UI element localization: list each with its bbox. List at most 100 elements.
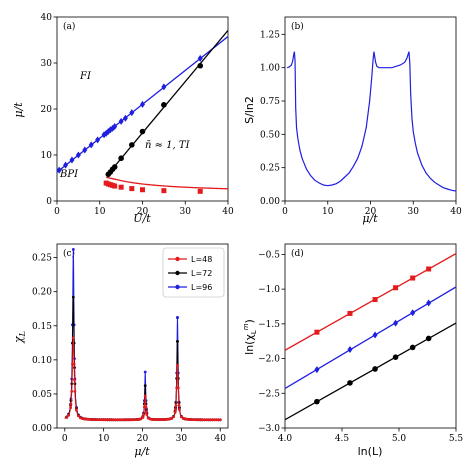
panel-a-series-red-line <box>106 176 228 190</box>
panel-c-series-L=48-point <box>144 410 148 414</box>
panel-b-xtick-label: 40 <box>450 207 462 217</box>
panel-d-ylabel: ln(χLm) <box>242 319 258 355</box>
panel-a-series-blue-point <box>140 100 145 108</box>
panel-a-xtick-label: 0 <box>54 207 60 217</box>
panel-a-series-blue-point <box>88 141 94 149</box>
panel-c-series-L=48-point <box>172 415 175 419</box>
panel-d-xtick-label: 4.0 <box>278 434 293 444</box>
panel-a-series-blue-point <box>110 124 116 132</box>
panel-c-plot-area <box>64 248 222 422</box>
panel-c-series-L=48-point <box>73 378 76 382</box>
panel-a-series-black-point <box>129 142 135 148</box>
panel-c-ytick-label: 0.00 <box>32 424 52 434</box>
panel-c-series-L=48-point <box>100 418 104 422</box>
panel-a-series-black-point <box>139 128 146 135</box>
panel-c-series-L=48-point <box>158 418 162 421</box>
panel-c-series-L=48-point <box>174 404 178 407</box>
panel-a-series-blue-point <box>112 122 118 130</box>
panel-c-series-L=48-point <box>76 414 80 418</box>
panel-c-series-L=48-point <box>156 418 160 421</box>
panel-c-series-L=48-point <box>201 418 205 422</box>
panel-c-series-L=48-point <box>104 418 107 422</box>
legend-label-L=48: L=48 <box>191 255 212 264</box>
panel-c-series-L=48-point <box>108 418 111 422</box>
panel-c-series-L=48-point <box>94 418 98 422</box>
panel-c-series-L=48-point <box>170 417 174 420</box>
panel-b-ytick-label: 0.25 <box>260 164 280 174</box>
panel-c-series-L=48-point <box>174 408 177 412</box>
annotation-bpi: BPI <box>59 169 79 180</box>
panel-a-series-red-point <box>161 188 167 194</box>
panel-d-series-red-point <box>410 275 416 281</box>
panel-b-xtick-label: 0 <box>282 207 288 217</box>
panel-a-series-black-line <box>106 29 228 176</box>
panel-a-ytick-label: 10 <box>41 151 53 161</box>
panel-c-series-L=48-point <box>173 410 177 414</box>
panel-d-series-red-point <box>426 266 432 272</box>
panel-a-series-red-point <box>140 187 145 193</box>
panel-c-series-L=48-point <box>143 394 147 398</box>
panel-c-series-L=48-point <box>70 389 74 393</box>
panel-c-series-L=48-point <box>117 418 121 422</box>
panel-c-series-L=48-point <box>71 336 75 340</box>
panel-c-series-L=48-line <box>64 337 221 421</box>
panel-d-series-blue-point <box>410 309 416 317</box>
panel-a-xtick-label: 30 <box>180 207 192 217</box>
panel-c-label: (c) <box>63 248 75 259</box>
panel-c-series-L=48-point <box>110 418 113 422</box>
panel-a-series-blue-point <box>95 136 101 144</box>
panel-c-series-L=72-point <box>71 295 75 299</box>
panel-c-series-L=48-point <box>119 418 123 422</box>
panel-c-series-L=48-point <box>154 418 158 421</box>
panel-b-ytick-label: 0.00 <box>260 197 280 207</box>
panel-c-series-L=48-point <box>214 418 218 422</box>
panel-c-series-L=48-point <box>144 405 148 409</box>
panel-d-series-blue-point <box>426 299 432 307</box>
panel-c-series-L=96-point <box>143 370 147 374</box>
panel-a-xtick-label: 10 <box>94 207 106 217</box>
panel-a-series-blue-point <box>57 166 62 174</box>
legend-label-L=72: L=72 <box>191 269 212 278</box>
panel-a-series-blue-point <box>69 156 75 164</box>
legend-marker-L=48 <box>175 256 180 262</box>
panel-c-ytick-label: 0.10 <box>32 356 52 366</box>
panel-c-series-L=48-point <box>216 418 220 422</box>
panel-a-series-blue-point <box>129 109 135 117</box>
panel-c-series-L=48-point <box>72 362 76 366</box>
panel-c-series-L=48-point <box>176 363 179 367</box>
panel-c-series-L=48-point <box>102 418 106 422</box>
panel-d-series-black-point <box>392 354 399 360</box>
panel-d-ytick-label: −0.5 <box>258 250 280 260</box>
panel-c-series-L=48-point <box>129 418 133 422</box>
panel-c-series-L=96-point <box>176 316 179 319</box>
panel-d-series-black-point <box>409 344 416 351</box>
panel-d-series-blue-point <box>372 331 378 339</box>
panel-c-series-L=48-point <box>125 418 129 422</box>
panel-b-ytick-label: 1.25 <box>260 30 280 40</box>
panel-c-series-L=48-point <box>160 418 164 421</box>
panel-d-series-black-point <box>372 366 378 372</box>
panel-d-series-red-point <box>347 310 353 316</box>
panel-b-entropy-line <box>286 51 456 192</box>
panel-c-series-L=48-point <box>205 418 209 422</box>
panel-c-series-L=48-point <box>211 418 214 422</box>
panel-b-ytick-label: 0.75 <box>260 97 280 107</box>
panel-b-label: (b) <box>291 21 304 32</box>
panel-c-series-L=48-point <box>142 413 146 416</box>
panel-c-series-L=48-point <box>106 418 109 422</box>
panel-c-series-L=48-point <box>195 418 199 422</box>
panel-a-ytick-label: 30 <box>41 59 53 69</box>
panel-c-series-L=48-point <box>178 408 181 412</box>
annotation-ti: n̄ ≈ 1, TI <box>145 140 191 151</box>
panel-c-xtick-label: 0 <box>62 434 68 444</box>
panel-a-series-blue-point <box>63 161 69 169</box>
panel-a-series-red-point <box>129 186 135 192</box>
panel-a: μ/t U/t (a) FI n̄ ≈ 1, TI BPI 0 10 20 30 40 0… <box>12 13 234 225</box>
panel-c-ytick-label: 0.05 <box>32 390 52 400</box>
panel-d-frame <box>284 243 457 429</box>
panel-a-series-red-point <box>197 188 203 194</box>
panel-d-series-black-point <box>314 398 320 405</box>
panel-c-xtick-label: 30 <box>176 434 188 444</box>
panel-c-series-L=48-point <box>145 413 149 416</box>
